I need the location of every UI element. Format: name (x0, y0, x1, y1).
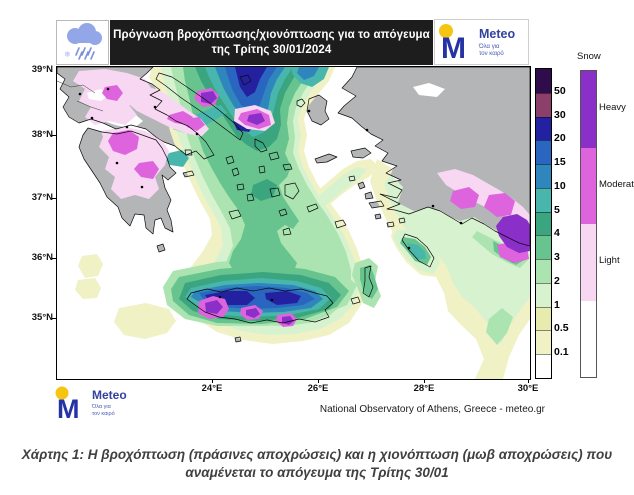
lon-label-28e: 28°E (413, 383, 435, 394)
snow-colorbar-label: Heavy (599, 102, 626, 113)
lon-tick (212, 379, 213, 383)
logo-yellow-dot (439, 24, 453, 38)
snowflake-icon: ❄ (64, 50, 71, 59)
snow-legend-title: Snow (577, 51, 601, 62)
snow-colorbar (580, 70, 597, 378)
rain-colorbar-label: 3 (554, 251, 560, 264)
snow-colorbar-label: Moderate (599, 178, 634, 190)
rain-colorbar-label: 20 (554, 132, 566, 145)
rain-cloud-icon: ❄ (64, 23, 102, 60)
rain-colorbar-segment (536, 69, 551, 93)
rain-colorbar (535, 68, 552, 379)
rain-colorbar-label: 0.5 (554, 322, 569, 335)
logo-yellow-dot (55, 386, 69, 400)
lon-label-24e: 24°E (201, 383, 223, 394)
svg-text:Όλα για: Όλα για (91, 404, 112, 410)
map-canvas (57, 67, 530, 379)
rain-colorbar-segment (536, 116, 551, 141)
rain-contours (75, 67, 530, 379)
rain-colorbar-label: 10 (554, 179, 566, 192)
snow-colorbar-label: Light (599, 255, 620, 266)
svg-text:τον καιρό: τον καιρό (479, 50, 504, 57)
lat-label-39n: 39°N (31, 64, 53, 75)
logo-wordmark: Meteo (479, 27, 515, 41)
rain-colorbar-segment (536, 235, 551, 260)
meteo-logo: M Meteo Όλα για τον καιρό (439, 24, 515, 65)
rain-colorbar-segment (536, 140, 551, 165)
lon-label-30e: 30°E (517, 383, 539, 394)
rain-colorbar-label: 2 (554, 274, 560, 287)
rain-colorbar-segment (536, 187, 551, 212)
lon-tick (424, 379, 425, 383)
rain-colorbar-label: 30 (554, 108, 566, 121)
map-title-line2: της Τρίτης 30/01/2024 (211, 43, 332, 56)
snow-colorbar-labels: Heavy Moderate Light (599, 70, 634, 376)
logo-m-letter: M (57, 394, 80, 424)
lon-label-26e: 26°E (307, 383, 329, 394)
rain-colorbar-segment (536, 211, 551, 236)
lon-tick (528, 379, 529, 383)
logo-m-letter: M (441, 32, 466, 64)
rain-colorbar-label: 50 (554, 84, 566, 97)
meteo-logo-footer: M Meteo Όλα για τον καιρό (52, 384, 172, 424)
lat-tick (52, 198, 56, 199)
snow-colorbar-segment (581, 71, 596, 148)
lat-tick (52, 258, 56, 259)
snow-contours (73, 69, 530, 327)
weather-map (56, 66, 531, 380)
rain-snow-icon-box: ❄ (56, 20, 109, 65)
rain-colorbar-segment (536, 164, 551, 188)
region-borders (57, 80, 104, 112)
map-title-line1: Πρόγνωση βροχόπτωσης/χιονόπτωσης για το … (113, 28, 430, 41)
snow-colorbar-segment (581, 147, 596, 224)
snow-heavy (201, 91, 530, 325)
rain-colorbar-labels: 50 30 20 15 10 5 4 3 2 1 0.5 0.1 (554, 68, 584, 377)
lon-tick (318, 379, 319, 383)
rain-colorbar-label: 1 (554, 298, 560, 311)
rain-colorbar-segment (536, 259, 551, 283)
meteo-logo-box: M Meteo Όλα για τον καιρό (434, 19, 529, 65)
map-title-bar: Πρόγνωση βροχόπτωσης/χιονόπτωσης για το … (110, 20, 433, 65)
lat-tick (52, 318, 56, 319)
lat-tick (52, 135, 56, 136)
rain-colorbar-segment (536, 282, 551, 307)
svg-text:Meteo: Meteo (92, 388, 127, 402)
snow-colorbar-segment (581, 300, 596, 377)
svg-text:Όλα για: Όλα για (478, 44, 500, 50)
rain-colorbar-segment (536, 306, 551, 331)
lat-label-37n: 37°N (31, 192, 53, 203)
rain-colorbar-label: 5 (554, 203, 560, 216)
rain-colorbar-segment (536, 330, 551, 355)
attribution-text: National Observatory of Athens, Greece -… (319, 404, 545, 415)
city-dots (78, 87, 463, 302)
rain-colorbar-label: 0.1 (554, 346, 569, 359)
lat-label-38n: 38°N (31, 129, 53, 140)
lat-label-36n: 36°N (31, 252, 53, 263)
lat-label-35n: 35°N (31, 312, 53, 323)
rain-colorbar-label: 15 (554, 156, 566, 169)
svg-text:τον καιρό: τον καιρό (92, 410, 115, 417)
rain-colorbar-label: 4 (554, 227, 560, 240)
figure-caption: Χάρτης 1: Η βροχόπτωση (πράσινες αποχρώσ… (21, 447, 613, 480)
rain-colorbar-segment (536, 354, 551, 378)
rain-colorbar-segment (536, 92, 551, 117)
snow-colorbar-segment (581, 224, 596, 301)
